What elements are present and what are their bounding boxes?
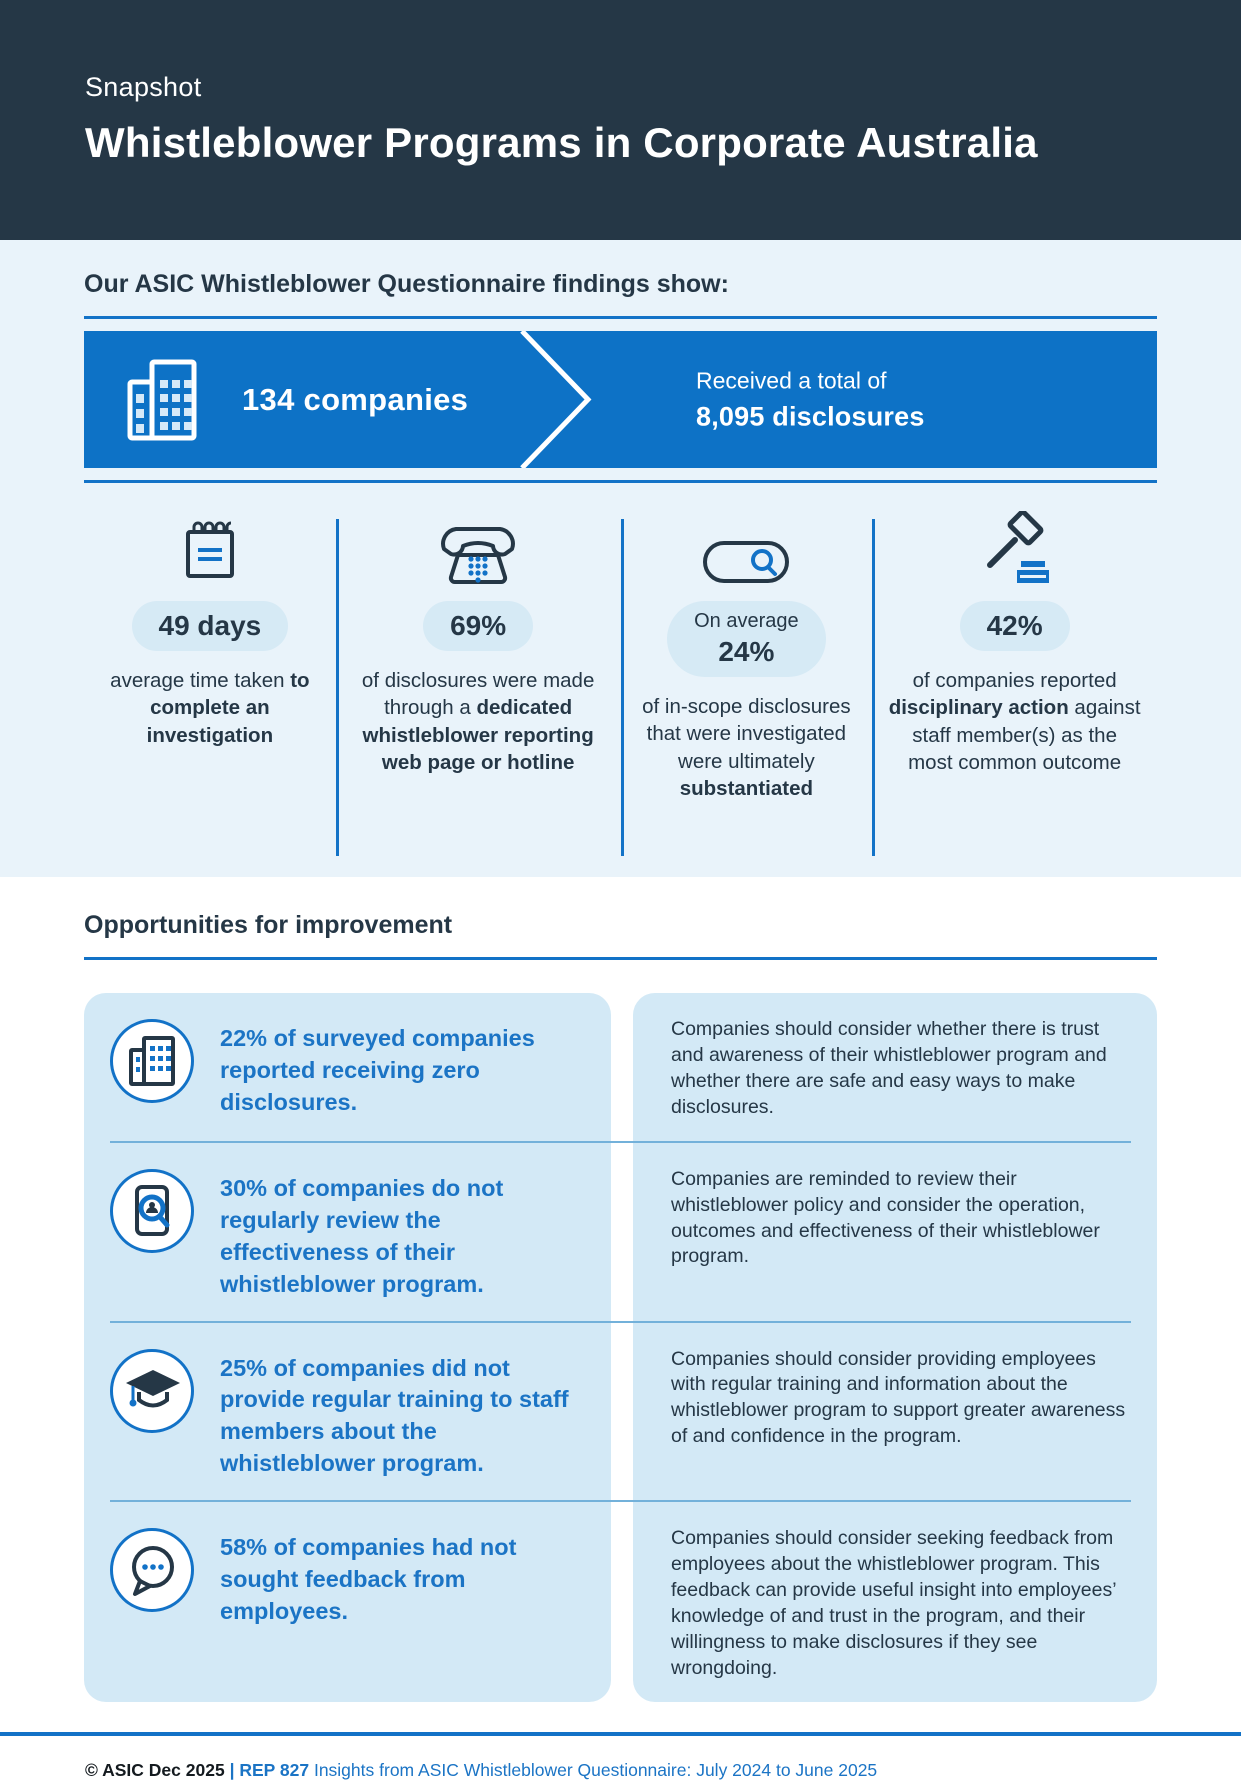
- buildings-circle-icon: [110, 1019, 194, 1103]
- stats-row: 49 days average time taken to complete a…: [84, 511, 1157, 861]
- stat-text: average time taken to complete an invest…: [110, 669, 310, 747]
- received-prefix: Received a total of: [696, 367, 887, 393]
- right-panel-background: [633, 993, 1157, 1702]
- stat-text: of disclosures were made through a dedic…: [361, 669, 595, 774]
- stat-pill: On average 24%: [667, 601, 826, 677]
- row-employee-feedback: 58% of companies had not sought feedback…: [84, 1502, 611, 1702]
- improvement-panels: 22% of surveyed companies reported recei…: [84, 993, 1157, 1702]
- eyebrow: Snapshot: [85, 72, 202, 102]
- graduation-cap-icon: [110, 1348, 194, 1433]
- footer-separator: |: [229, 1759, 235, 1780]
- row-zero-disclosures: 22% of surveyed companies reported recei…: [84, 993, 611, 1141]
- page-title: Whistleblower Programs in Corporate Aust…: [85, 119, 1038, 166]
- received-value: 8,095 disclosures: [696, 401, 925, 431]
- footer-report-title: Insights from ASIC Whistleblower Questio…: [313, 1759, 878, 1780]
- stat-pill: 42%: [959, 601, 1070, 651]
- row-advice: Companies should consider seeking feedba…: [671, 1527, 1116, 1679]
- stat-text: of in-scope disclosures that were invest…: [642, 695, 851, 800]
- row-advice: Companies are reminded to review their w…: [671, 1167, 1100, 1268]
- search-bar-icon: [637, 511, 857, 587]
- page-footer: © ASIC Dec 2025 | REP 827 Insights from …: [0, 1736, 1241, 1781]
- stat-disciplinary-action: 42% of companies reported disciplinary a…: [872, 511, 1157, 861]
- findings-heading: Our ASIC Whistleblower Questionnaire fin…: [84, 270, 1157, 319]
- chevron-right-icon: [516, 331, 596, 468]
- document-magnifier-icon: [110, 1168, 194, 1253]
- improvement-rows: 22% of surveyed companies reported recei…: [84, 993, 1157, 1702]
- row-stat: 25% of companies did not provide regular…: [220, 1354, 569, 1477]
- stat-reporting-channel: 69% of disclosures were made through a d…: [335, 511, 621, 861]
- banner-rule: [84, 480, 1157, 483]
- improvement-heading: Opportunities for improvement: [84, 911, 1157, 960]
- companies-count: 134 companies: [242, 381, 469, 417]
- findings-banner: 134 companies Received a total of 8,095 …: [84, 331, 1157, 468]
- row-stat: 58% of companies had not sought feedback…: [220, 1534, 517, 1625]
- footer-copyright: © ASIC Dec 2025: [85, 1759, 225, 1780]
- row-regular-training: 25% of companies did not provide regular…: [84, 1323, 611, 1501]
- row-review-effectiveness: 30% of companies do not regularly review…: [84, 1143, 611, 1321]
- row-advice: Companies should consider providing empl…: [671, 1347, 1126, 1448]
- row-divider: [110, 1320, 1131, 1323]
- row-stat: 30% of companies do not regularly review…: [220, 1174, 504, 1297]
- footer-report-code: REP 827: [239, 1759, 310, 1780]
- row-stat: 22% of surveyed companies reported recei…: [220, 1025, 535, 1115]
- page-header: Snapshot Whistleblower Programs in Corpo…: [0, 0, 1241, 240]
- stat-text: of companies reported disciplinary actio…: [888, 669, 1141, 774]
- stat-pill: 69%: [423, 601, 534, 651]
- footer-rule: [0, 1731, 1241, 1736]
- stat-pill: 49 days: [131, 601, 289, 651]
- speech-bubble-icon: [110, 1528, 194, 1613]
- row-advice: Companies should consider whether there …: [671, 1018, 1107, 1118]
- stat-substantiated: On average 24% of in-scope disclosures t…: [620, 511, 873, 861]
- improvement-section: Opportunities for improvement: [0, 877, 1241, 1702]
- findings-section: Our ASIC Whistleblower Questionnaire fin…: [0, 240, 1241, 877]
- stat-investigation-time: 49 days average time taken to complete a…: [84, 511, 336, 861]
- row-divider: [110, 1500, 1131, 1503]
- buildings-icon: [124, 356, 204, 444]
- telephone-icon: [352, 511, 605, 587]
- gavel-icon: [888, 511, 1141, 587]
- disclosures-total: Received a total of 8,095 disclosures: [696, 367, 925, 432]
- calendar-icon: [100, 511, 320, 587]
- row-divider: [110, 1140, 1131, 1143]
